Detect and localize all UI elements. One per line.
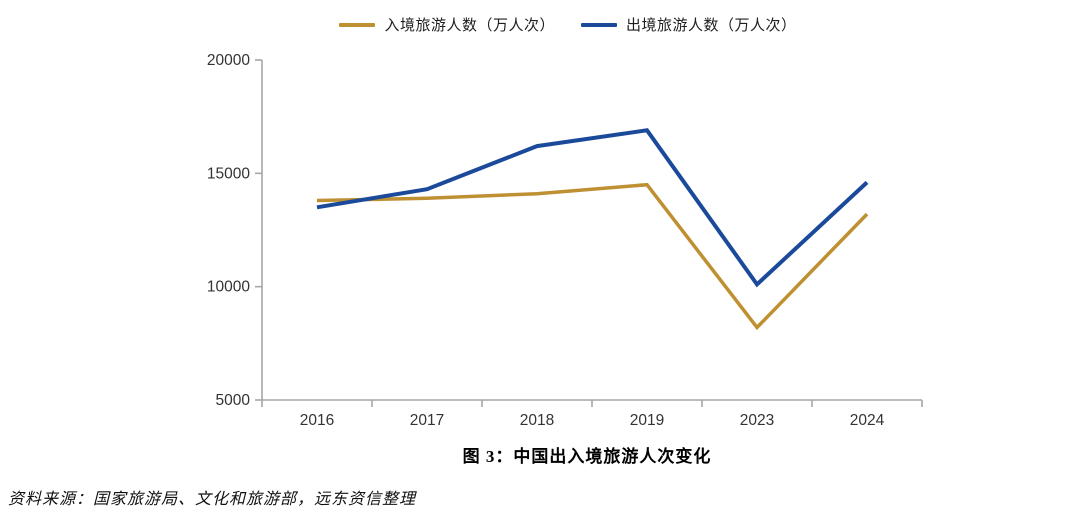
data-source-note: 资料来源：国家旅游局、文化和旅游部，远东资信整理: [8, 491, 417, 508]
y-tick-label: 20000: [207, 52, 250, 69]
inbound-line-swatch: [339, 22, 376, 27]
x-tick-label: 2023: [740, 412, 774, 429]
outbound-line-swatch: [581, 22, 617, 27]
legend-label-inbound: 入境旅游人数（万人次）: [384, 17, 555, 34]
x-tick-label: 2017: [410, 412, 444, 429]
chart-legend: 入境旅游人数（万人次） 出境旅游人数（万人次）: [28, 14, 1080, 35]
legend-label-outbound: 出境旅游人数（万人次）: [626, 17, 797, 34]
series-line-1: [316, 128, 869, 288]
x-tick-label: 2018: [520, 412, 554, 429]
x-tick-label: 2024: [850, 412, 885, 429]
chart-caption: 图 3：中国出入境旅游人次变化: [462, 447, 712, 466]
y-tick-label: 5000: [216, 392, 251, 409]
legend-item-inbound: 入境旅游人数（万人次）: [339, 14, 555, 35]
line-chart: 5000 10000 15000 20000 2016 2017 2018 2019 2023 2…: [207, 52, 923, 429]
y-tick-label: 15000: [207, 165, 250, 182]
legend-item-outbound: 出境旅游人数（万人次）: [581, 14, 797, 35]
series-line-0: [316, 182, 869, 331]
y-tick-label: 10000: [207, 279, 250, 296]
x-tick-label: 2019: [630, 412, 664, 429]
x-tick-label: 2016: [300, 412, 334, 429]
